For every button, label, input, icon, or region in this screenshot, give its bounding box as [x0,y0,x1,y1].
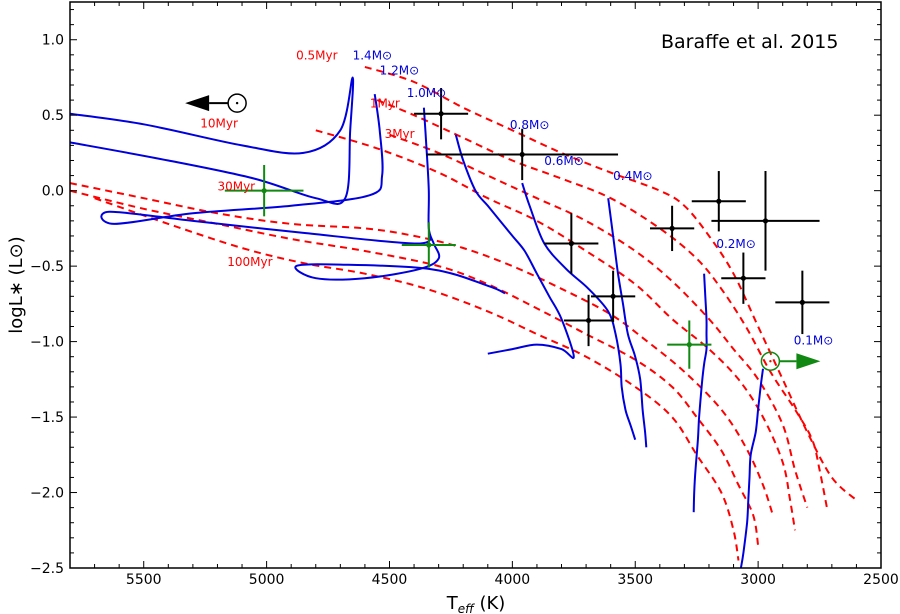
data-point-marker [669,225,675,231]
plot-frame [69,1,882,569]
y-tick-label: 0.5 [42,108,64,124]
x-axis-label-main: T [446,593,459,614]
isochrone-label: 1Myr [370,97,400,111]
mass-track-label: 0.4M⊙ [613,169,653,183]
data-point-marker [568,240,574,247]
y-tick-label: −2.5 [30,561,64,577]
isochrone-label: 3Myr [385,127,415,141]
mass-track-label: 0.2M⊙ [716,237,756,251]
data-point-marker [686,342,692,348]
mass-track-line [692,273,708,513]
annotation-layer: 0.5Myr 1Myr 3Myr 10Myr 30Myr 100Myr 1.4M⊙1.2M⊙… [200,48,833,347]
data-point-black [721,252,766,304]
y-tick-label: −0.5 [30,259,64,275]
data-point-marker [740,275,746,281]
mass-track-label: 0.1M⊙ [794,334,834,348]
isochrone-line-1Myr [376,99,828,508]
data-point-marker [585,317,592,324]
data-point-black [563,294,614,347]
plot-area [70,65,858,568]
arrow-right-icon [796,353,821,370]
isochrone-label: 0.5Myr [296,48,338,62]
data-point-green [224,165,304,217]
isochrone-label: 100Myr [227,255,272,269]
data-point-marker [610,293,616,299]
isochrone-line-0.5Myr [364,65,858,501]
data-point-black [544,213,599,274]
y-tick-label: 1.0 [42,33,64,49]
isochrone-line-30Myr [70,189,760,546]
mass-track-label: 0.6M⊙ [544,154,584,168]
isochrone-line-5Myr [315,129,796,531]
x-tick-label: 5000 [249,572,285,588]
y-tick-label: −1.0 [30,335,64,351]
y-tick-label: −1.5 [30,410,64,426]
x-axis-label-sub: eff [458,602,475,614]
isochrone-line-100Myr [94,197,740,561]
mass-track-line [294,107,506,295]
y-axis-label: logL∗ (L⊙) [6,236,27,333]
data-point-black [649,205,695,252]
data-point-green [667,320,712,369]
sun-symbol-right-arrow [760,351,821,371]
mass-track-line [70,76,355,206]
data-point-black [414,88,469,140]
data-point-marker [762,218,769,224]
x-tick-label: 5500 [126,572,162,588]
data-point-marker [799,299,805,305]
mass-track-line [100,93,433,245]
isochrone-label: 10Myr [200,116,238,130]
x-tick-label: 4000 [495,572,531,588]
axes: 5500 5000 4500 4000 3500 3000 2500 1.0 0.5 0.0 −0.… [30,1,899,588]
data-point-black [591,270,636,322]
data-point-marker [716,198,722,204]
isochrone-label: 30Myr [217,180,255,194]
data-point-black [711,171,820,271]
data-point-black [426,128,619,181]
sun-symbol-left-arrow [185,93,247,113]
mass-track-line [739,368,764,568]
mass-track-label: 1.0M⊙ [407,86,447,100]
mass-track-label: 0.8M⊙ [510,118,550,132]
mass-track-label: 1.4M⊙ [353,48,393,62]
isochrone-line-10Myr [70,182,774,516]
x-axis-label-unit: (K) [474,593,506,614]
arrow-left-icon [185,95,210,112]
mass-track-line [607,198,648,448]
x-tick-label: 2500 [863,572,899,588]
data-point-marker [519,151,525,158]
mass-track-line [454,134,575,359]
x-axis-label: Teff (K) [446,593,506,614]
x-tick-label: 3000 [740,572,776,588]
sun-center-dot [769,360,772,363]
x-tick-label: 4500 [372,572,408,588]
chart-title: Baraffe et al. 2015 [661,31,839,53]
data-point-marker [438,111,444,117]
y-tick-label: 0.0 [42,184,64,200]
sun-center-dot [235,101,239,105]
data-point-black [775,270,830,335]
x-tick-label: 3500 [617,572,653,588]
mass-track-label: 1.2M⊙ [380,63,420,77]
data-point-marker [426,242,432,248]
mass-track-line [521,182,637,441]
data-point-green [401,222,456,268]
y-tick-label: −2.0 [30,486,64,502]
data-point-marker [261,188,267,194]
